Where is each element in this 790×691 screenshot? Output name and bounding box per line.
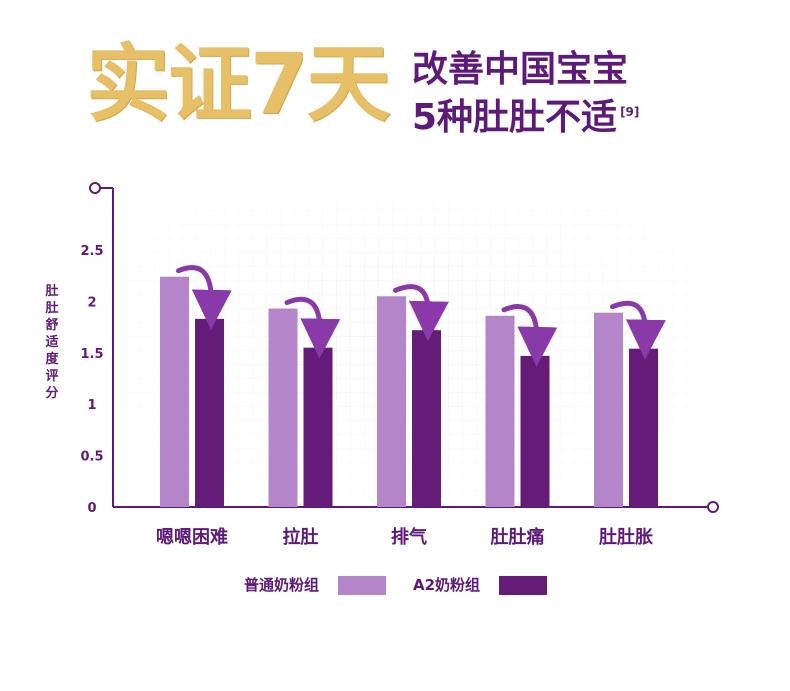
tick-labels-group: 0 0.5 1 1.5 2 2.5: [80, 244, 103, 516]
legend-swatch-a2: [499, 576, 547, 595]
y-tick-label: 2: [87, 295, 96, 310]
bar-regular: [160, 276, 189, 507]
legend-label-a2: A2奶粉组: [413, 576, 481, 594]
bar-regular: [594, 312, 623, 507]
y-tick-label: 0.5: [80, 450, 103, 465]
decrease-arrow: [501, 304, 558, 367]
legend-label-regular: 普通奶粉组: [244, 576, 320, 594]
bar-regular: [377, 296, 406, 507]
y-axis-end-circle: [89, 182, 101, 194]
bar-a2: [520, 355, 550, 507]
y-tick-label: 1: [87, 398, 96, 413]
category-labels-group: 嗯嗯困难 拉肚 排气 肚肚痛 肚肚胀: [156, 526, 653, 548]
category-label: 排气: [391, 526, 427, 548]
subtitle-line-1: 改善中国宝宝: [412, 49, 629, 90]
y-axis-label: 肚肚舒适度评分: [45, 284, 59, 401]
decrease-arrow: [176, 265, 232, 330]
bar-regular: [485, 315, 515, 507]
y-tick-label: 0: [87, 501, 96, 516]
category-label: 嗯嗯困难: [156, 526, 228, 548]
category-label: 肚肚胀: [599, 527, 653, 548]
decrease-arrow: [610, 300, 666, 360]
x-axis-end-circle: [707, 501, 719, 513]
bars-group: [160, 276, 658, 507]
bar-regular: [268, 308, 298, 507]
y-tick-label: 2.5: [80, 244, 103, 259]
arrows-group: [176, 265, 666, 367]
category-label: 拉肚: [283, 526, 319, 548]
bar-a2: [412, 330, 441, 507]
category-label: 肚肚痛: [491, 526, 545, 548]
citation-superscript: [9]: [620, 105, 640, 119]
bar-a2: [303, 347, 333, 507]
subtitle-line-2: 5种肚肚不适 [9]: [412, 100, 639, 136]
bar-a2: [195, 318, 224, 507]
legend-swatch-regular: [338, 576, 386, 595]
subtitle-line-2-text: 5种肚肚不适: [412, 97, 618, 138]
y-tick-label: 1.5: [80, 347, 103, 362]
decrease-arrow: [284, 296, 341, 359]
bar-a2: [629, 348, 658, 507]
decrease-arrow: [393, 284, 449, 342]
headline-title: 实证7天: [86, 35, 390, 133]
